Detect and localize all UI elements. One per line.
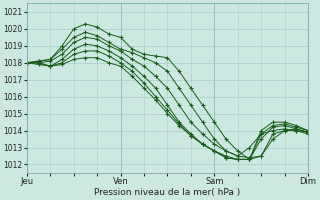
X-axis label: Pression niveau de la mer( hPa ): Pression niveau de la mer( hPa ): [94, 188, 241, 197]
